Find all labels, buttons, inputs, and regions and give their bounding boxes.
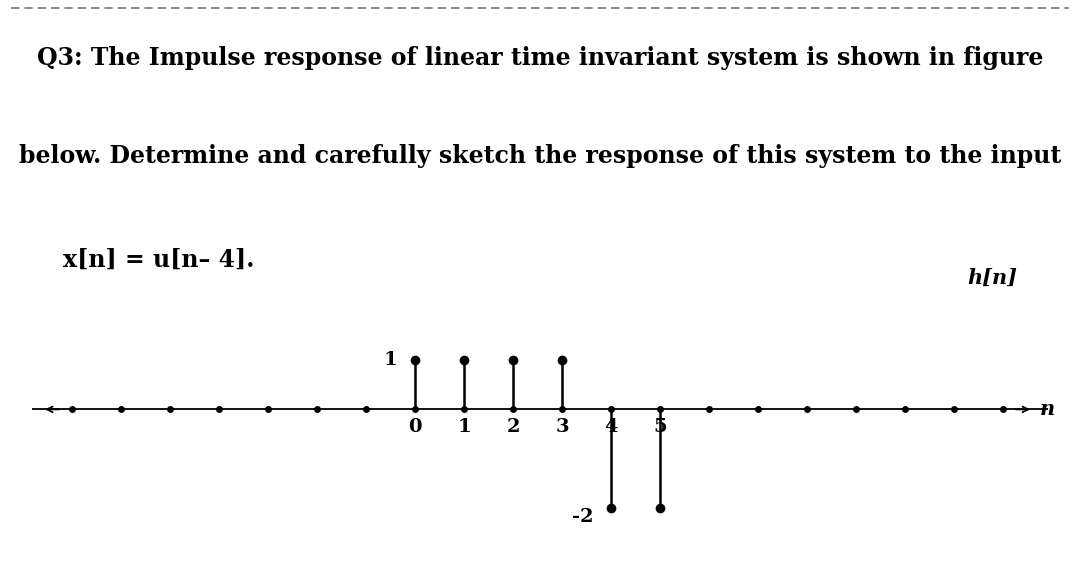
Text: 2: 2 bbox=[507, 418, 519, 436]
Text: 0: 0 bbox=[408, 418, 421, 436]
Text: 5: 5 bbox=[653, 418, 667, 436]
Text: h[n]: h[n] bbox=[968, 268, 1017, 288]
Text: -2: -2 bbox=[572, 508, 594, 525]
Text: x[n] = u[n– 4].: x[n] = u[n– 4]. bbox=[63, 248, 254, 272]
Text: 4: 4 bbox=[605, 418, 618, 436]
Text: n: n bbox=[1040, 399, 1055, 419]
Text: 3: 3 bbox=[555, 418, 569, 436]
Text: Q3: The Impulse response of linear time invariant system is shown in figure: Q3: The Impulse response of linear time … bbox=[37, 46, 1043, 70]
Text: below. Determine and carefully sketch the response of this system to the input: below. Determine and carefully sketch th… bbox=[18, 144, 1062, 168]
Text: 1: 1 bbox=[457, 418, 471, 436]
Text: 1: 1 bbox=[384, 351, 397, 369]
